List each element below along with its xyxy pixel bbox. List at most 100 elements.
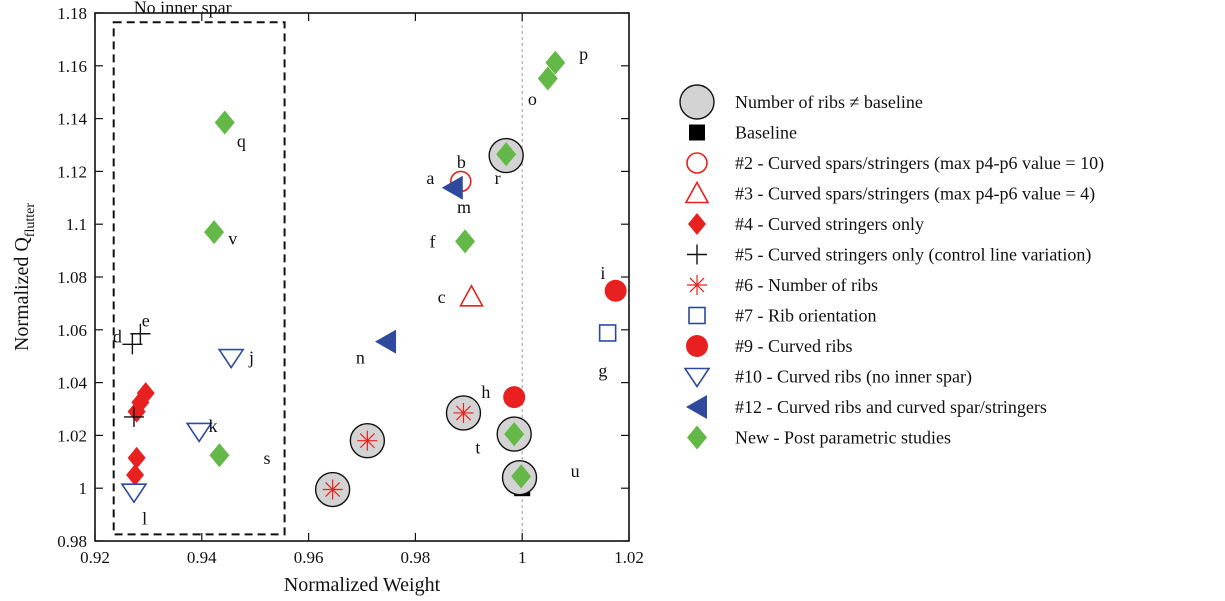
y-tick-label: 1.06 [57,321,87,340]
data-point-triangle-left-blue [375,329,397,354]
data-point-square-blue-open [598,324,617,342]
legend-item: #3 - Curved spars/stringers (max p4-p6 v… [684,180,1095,205]
diamond-shape [127,446,146,469]
legend-item: #9 - Curved ribs [686,335,852,357]
data-point-triangle-left-blue [441,175,463,200]
x-tick-label: 0.94 [187,548,217,567]
legend-item: #6 - Number of ribs [687,275,878,295]
legend-label: #4 - Curved stringers only [735,214,924,234]
marker-diamond-green [687,425,707,450]
y-tick-label: 1.08 [57,268,87,287]
y-tick-label: 1.12 [57,162,87,181]
legend-label: #6 - Number of ribs [735,275,878,295]
ticks-layer: 0.92 0.94 0.96 0.98 1 1.02 0.98 1 1.02 1.04 1.06 1.… [57,4,644,567]
triangle-shape [441,175,463,200]
no-inner-spar-region [112,21,286,536]
point-label-k: k [209,416,218,436]
point-label-r: r [495,168,501,188]
x-tick-label: 1 [518,548,527,567]
triangle-shape [683,367,711,388]
legend-label: #3 - Curved spars/stringers (max p4-p6 v… [735,184,1095,205]
diamond-shape [136,382,155,405]
x-tick-label: 1.02 [614,548,644,567]
data-point-diamond-green [455,229,476,254]
legend-item: #7 - Rib orientation [688,306,876,326]
marker-circle-red-open [686,152,708,174]
legend-item: Number of ribs ≠ baseline [679,84,923,120]
y-tick-label: 1.14 [57,110,87,129]
legend-item: #10 - Curved ribs (no inner spar) [683,367,972,388]
data-point-diamond-green [504,422,525,447]
diamond-shape [209,443,230,468]
legend-item: New - Post parametric studies [687,425,951,450]
y-tick-label: 1.1 [66,215,87,234]
diamond-shape [511,464,532,489]
point-label-u: u [571,461,580,481]
data-point-diamond-green [545,50,566,75]
region-label: No inner spar [134,0,232,17]
point-label-l: l [142,509,147,529]
data-point-diamond-red [127,446,146,469]
point-label-i: i [600,263,605,283]
triangle-shape [686,395,707,419]
legend-label: #12 - Curved ribs and curved spar/string… [735,397,1047,417]
circle-shape [503,386,526,409]
triangle-shape [375,329,397,354]
circle-shape [686,152,708,174]
asterisk-stroke [455,405,471,421]
circle-shape [679,84,715,120]
legend-item: #2 - Curved spars/stringers (max p4-p6 v… [686,152,1104,174]
data-point-plus-black [130,323,151,344]
legend-label: Baseline [735,123,797,143]
asterisk-stroke [689,277,705,293]
data-point-triangle-red-open [459,284,484,307]
y-tick-label: 0.98 [57,532,87,551]
data-point-diamond-green [537,66,558,91]
legend-label: #5 - Curved stringers only (control line… [735,245,1091,266]
point-label-d: d [113,326,122,346]
point-label-t: t [475,437,480,457]
legend-label: #9 - Curved ribs [735,336,852,356]
point-label-c: c [438,287,446,307]
legend-label: New - Post parametric studies [735,428,951,448]
asterisk-stroke [359,433,375,449]
diamond-shape [455,229,476,254]
point-label-g: g [598,361,607,381]
diamond-shape [537,66,558,91]
marker-triangle-down-blue-open [683,367,711,388]
point-label-j: j [248,348,254,368]
square-shape [689,124,705,141]
data-point-diamond-green [214,110,235,135]
diamond-shape [496,142,517,167]
y-tick-label: 1.02 [57,426,87,445]
data-point-diamond-red [136,382,155,405]
marker-square-blue-open [688,306,706,325]
point-label-o: o [528,89,537,109]
data-point-plus-black [122,334,143,355]
data-point-triangle-down-blue-open [217,348,245,369]
legend-label: #7 - Rib orientation [735,306,876,326]
data-point-diamond-green [209,443,230,468]
legend-label: #10 - Curved ribs (no inner spar) [735,367,972,388]
square-shape [688,306,706,325]
point-label-b: b [457,152,466,172]
diamond-shape [126,464,145,486]
point-label-f: f [429,231,435,251]
data-point-diamond-green [511,464,532,489]
asterisk-stroke [325,482,341,498]
legend-item: Baseline [689,123,797,143]
point-label-s: s [263,448,270,468]
legend-item: #4 - Curved stringers only [688,213,924,235]
data-point-circle-red [604,279,627,302]
diamond-shape [504,422,525,447]
legend-item: #5 - Curved stringers only (control line… [687,244,1091,266]
annotations-layer: a b c de f g h i j k l m n o p q r s t u v [113,44,607,529]
y-tick-label: 1.16 [57,57,87,76]
y-tick-label: 1.04 [57,374,87,393]
diamond-shape [687,425,707,450]
square-shape [598,324,617,342]
marker-circle-gray [679,84,715,120]
marker-diamond-red [688,213,706,235]
data-point-circle-red [503,386,526,409]
